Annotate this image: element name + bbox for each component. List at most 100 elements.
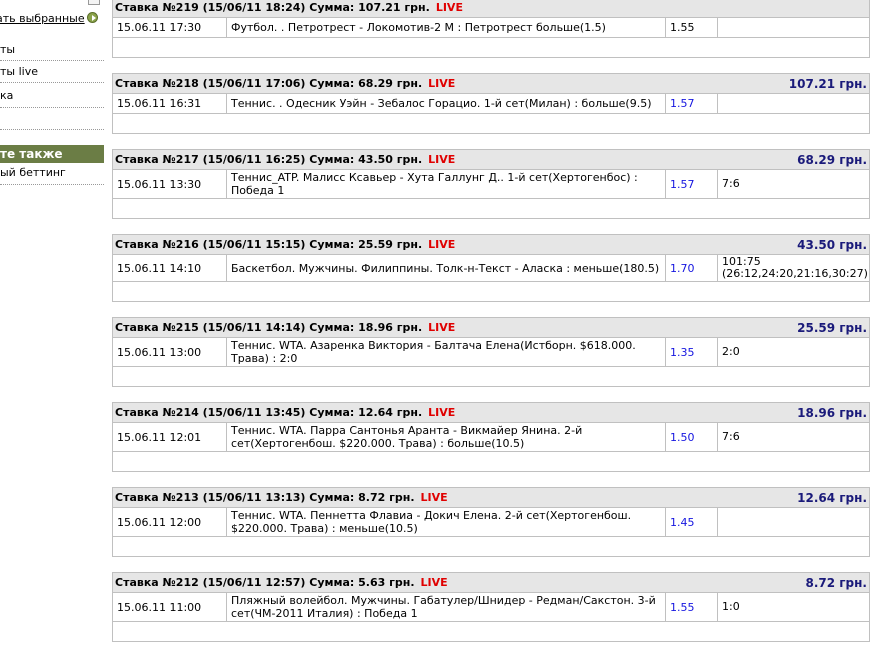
coefficient: 1.55 [665,592,718,622]
live-badge: LIVE [428,320,456,334]
live-badge: LIVE [435,1,463,14]
bet-title: Ставка №217 (15/06/11 16:25) Сумма: 43.5… [115,152,423,166]
bet-header: 8.72 грн. Ставка №212 (15/06/11 12:57) С… [112,572,870,593]
sidebar-item[interactable]: ты live [0,65,38,78]
bet-title: Ставка №214 (15/06/11 13:45) Сумма: 12.6… [115,405,423,419]
live-badge: LIVE [420,575,448,589]
bet-card: 12.64 грн. Ставка №213 (15/06/11 13:13) … [112,487,870,557]
bet-title: Ставка №219 (15/06/11 18:24) Сумма: 107.… [115,1,430,14]
bet-row: 15.06.11 13:30 Теннис_ATP. Малисс Ксавье… [112,169,870,199]
score [717,507,870,537]
running-total: 43.50 грн. [797,237,867,252]
bet-card: 68.29 грн. Ставка №217 (15/06/11 16:25) … [112,149,870,219]
coefficient: 1.57 [665,93,718,114]
empty-row [112,281,870,302]
running-total: 25.59 грн. [797,320,867,335]
bet-card: 18.96 грн. Ставка №214 (15/06/11 13:45) … [112,402,870,472]
running-total: 68.29 грн. [797,152,867,167]
bet-title: Ставка №218 (15/06/11 17:06) Сумма: 68.2… [115,76,423,90]
bet-row: 15.06.11 16:31 Теннис. . Одесник Уэйн - … [112,93,870,114]
empty-row [112,37,870,58]
running-total: 18.96 грн. [797,405,867,420]
sidebar-item[interactable]: ты [0,43,16,56]
event-description: Футбол. . Петротрест - Локомотив-2 М : П… [226,17,666,38]
bet-header: 68.29 грн. Ставка №217 (15/06/11 16:25) … [112,149,870,170]
divider [0,60,104,61]
live-badge: LIVE [428,237,456,251]
coefficient: 1.45 [665,507,718,537]
bet-header: 25.59 грн. Ставка №215 (15/06/11 14:14) … [112,317,870,338]
bet-card: 43.50 грн. Ставка №216 (15/06/11 15:15) … [112,234,870,302]
sidebar-item[interactable]: ка [0,89,14,102]
score [717,93,870,114]
event-date: 15.06.11 14:10 [112,254,227,282]
empty-row [112,366,870,387]
running-total: 8.72 грн. [805,575,868,590]
show-selected-row: ать выбранные [0,12,104,25]
score: 2:0 [717,337,870,367]
event-description: Пляжный волейбол. Мужчины. Габатулер/Шни… [226,592,666,622]
coefficient: 1.50 [665,422,718,452]
coefficient: 1.57 [665,169,718,199]
bet-title: Ставка №216 (15/06/11 15:15) Сумма: 25.5… [115,237,423,251]
sidebar-section-title: те также [0,145,104,163]
checkbox[interactable] [88,0,100,5]
live-badge: LIVE [428,152,456,166]
event-date: 15.06.11 13:00 [112,337,227,367]
score: 7:6 [717,169,870,199]
bet-card: 8.72 грн. Ставка №212 (15/06/11 12:57) С… [112,572,870,642]
empty-row [112,621,870,642]
event-description: Теннис. WTA. Парра Сантонья Аранта - Вик… [226,422,666,452]
show-selected-link[interactable]: ать выбранные [0,12,85,25]
event-date: 15.06.11 13:30 [112,169,227,199]
score: 1:0 [717,592,870,622]
event-description: Теннис. WTA. Пеннетта Флавиа - Докич Еле… [226,507,666,537]
bet-header: Ставка №219 (15/06/11 18:24) Сумма: 107.… [112,0,870,18]
bet-card: Ставка №219 (15/06/11 18:24) Сумма: 107.… [112,0,870,58]
event-date: 15.06.11 12:00 [112,507,227,537]
bet-header: 12.64 грн. Ставка №213 (15/06/11 13:13) … [112,487,870,508]
coefficient: 1.55 [665,17,718,38]
event-date: 15.06.11 16:31 [112,93,227,114]
running-total: 107.21 грн. [788,76,867,91]
divider [0,107,104,108]
sidebar-item[interactable]: ый беттинг [0,166,66,179]
empty-row [112,451,870,472]
live-badge: LIVE [428,405,456,419]
live-badge: LIVE [428,76,456,90]
empty-row [112,198,870,219]
bet-title: Ставка №213 (15/06/11 13:13) Сумма: 8.72… [115,490,415,504]
bet-header: 43.50 грн. Ставка №216 (15/06/11 15:15) … [112,234,870,255]
coefficient: 1.70 [665,254,718,282]
bet-row: 15.06.11 11:00 Пляжный волейбол. Мужчины… [112,592,870,622]
event-date: 15.06.11 17:30 [112,17,227,38]
empty-row [112,536,870,557]
event-description: Теннис. WTA. Азаренка Виктория - Балтача… [226,337,666,367]
divider [0,129,104,130]
bet-header: 18.96 грн. Ставка №214 (15/06/11 13:45) … [112,402,870,423]
score [717,17,870,38]
live-badge: LIVE [420,490,448,504]
bet-title: Ставка №215 (15/06/11 14:14) Сумма: 18.9… [115,320,423,334]
divider [0,184,104,185]
bet-history-list: Ставка №219 (15/06/11 18:24) Сумма: 107.… [112,0,870,657]
go-arrow-icon[interactable] [86,12,98,23]
event-description: Теннис_ATP. Малисс Ксавьер - Хута Галлун… [226,169,666,199]
empty-row [112,113,870,134]
bet-title: Ставка №212 (15/06/11 12:57) Сумма: 5.63… [115,575,415,589]
bet-header: 107.21 грн. Ставка №218 (15/06/11 17:06)… [112,73,870,94]
sidebar: ать выбранные ты ты live ка те также ый … [0,0,104,629]
bet-card: 25.59 грн. Ставка №215 (15/06/11 14:14) … [112,317,870,387]
event-description: Баскетбол. Мужчины. Филиппины. Толк-н-Те… [226,254,666,282]
event-date: 15.06.11 11:00 [112,592,227,622]
bet-row: 15.06.11 13:00 Теннис. WTA. Азаренка Вик… [112,337,870,367]
bet-row: 15.06.11 12:01 Теннис. WTA. Парра Сантон… [112,422,870,452]
event-date: 15.06.11 12:01 [112,422,227,452]
bet-card: 107.21 грн. Ставка №218 (15/06/11 17:06)… [112,73,870,134]
bet-row: 15.06.11 17:30 Футбол. . Петротрест - Ло… [112,17,870,38]
running-total: 12.64 грн. [797,490,867,505]
score: 7:6 [717,422,870,452]
bet-row: 15.06.11 14:10 Баскетбол. Мужчины. Филип… [112,254,870,282]
bet-row: 15.06.11 12:00 Теннис. WTA. Пеннетта Фла… [112,507,870,537]
event-description: Теннис. . Одесник Уэйн - Зебалос Горацио… [226,93,666,114]
